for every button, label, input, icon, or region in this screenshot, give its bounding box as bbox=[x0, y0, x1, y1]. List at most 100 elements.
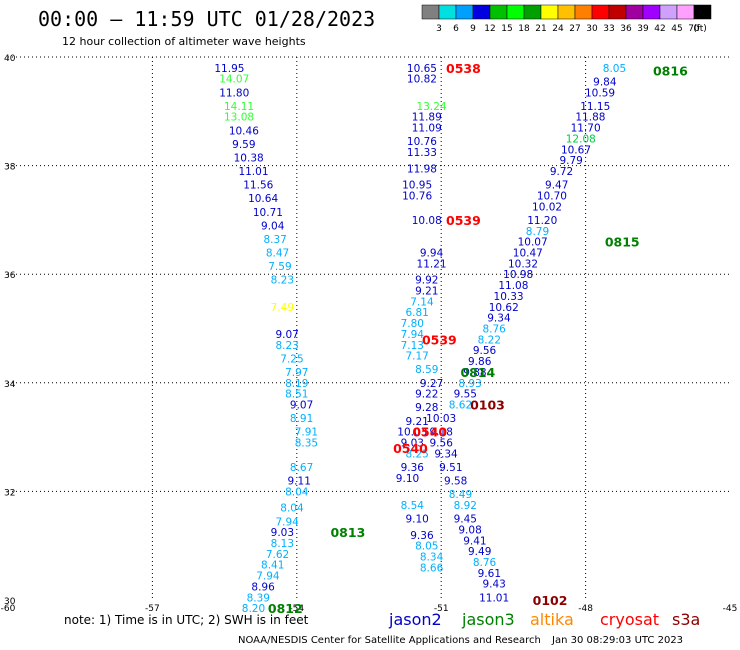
x-tick-label: -45 bbox=[723, 604, 738, 614]
wave-height-label: 11.89 bbox=[412, 112, 442, 124]
wave-height-label: 11.98 bbox=[407, 163, 437, 175]
wave-height-label: 8.35 bbox=[295, 438, 318, 450]
wave-height-label: 12.08 bbox=[566, 133, 596, 145]
wave-height-label: 7.62 bbox=[266, 549, 289, 561]
wave-height-label: 11.09 bbox=[412, 123, 442, 135]
wave-height-label: 10.02 bbox=[532, 201, 562, 213]
y-tick-label: 32 bbox=[4, 488, 15, 498]
y-tick-label: 30 bbox=[4, 597, 16, 607]
wave-height-label: 9.08 bbox=[458, 524, 481, 536]
wave-height-label: 9.84 bbox=[593, 76, 617, 88]
wave-height-label: 8.41 bbox=[261, 560, 284, 572]
wave-height-label: 13.08 bbox=[224, 112, 254, 124]
wave-height-label: 9.47 bbox=[545, 180, 568, 192]
wave-height-label: 11.56 bbox=[243, 180, 273, 192]
colorbar-unit: (ft) bbox=[693, 24, 707, 34]
pass-time-label: 0816 bbox=[653, 64, 688, 79]
colorbar-swatch bbox=[438, 4, 457, 20]
wave-height-label: 9.03 bbox=[271, 527, 294, 539]
wave-height-label: 8.25 bbox=[405, 448, 428, 460]
grid: -60 -57 -54 -51 -48 -45 30 32 34 36 38 40 bbox=[1, 54, 738, 614]
wave-height-label: 10.32 bbox=[508, 258, 538, 270]
wave-height-label: 8.62 bbox=[449, 400, 472, 412]
wave-height-label: 8.05 bbox=[415, 541, 438, 553]
colorbar-label: 33 bbox=[603, 24, 614, 34]
colorbar-label: 27 bbox=[569, 24, 580, 34]
wave-height-label: 11.01 bbox=[238, 166, 268, 178]
x-tick-label: -57 bbox=[145, 604, 160, 614]
wave-height-label: 7.17 bbox=[405, 351, 428, 363]
wave-height-label: 9.59 bbox=[232, 139, 255, 151]
wave-height-label: 7.13 bbox=[401, 340, 424, 352]
wave-height-label: 10.76 bbox=[407, 136, 437, 148]
colorbar-swatch bbox=[523, 4, 542, 20]
wave-height-label: 9.34 bbox=[434, 448, 458, 460]
wave-height-label: 8.54 bbox=[401, 500, 425, 512]
wave-height-label: 9.92 bbox=[415, 275, 438, 287]
wave-height-label: 8.66 bbox=[420, 562, 444, 574]
wave-height-label: 8.22 bbox=[478, 334, 501, 346]
colorbar-swatch bbox=[676, 4, 695, 20]
wave-height-label: 8.92 bbox=[454, 500, 477, 512]
wave-height-label: 9.88 bbox=[463, 367, 486, 379]
wave-height-label: 10.08 bbox=[412, 215, 442, 227]
colorbar-swatch bbox=[455, 4, 474, 20]
colorbar-label: 39 bbox=[637, 24, 649, 34]
wave-height-label: 7.49 bbox=[271, 302, 294, 314]
wave-height-label: 9.18 bbox=[430, 427, 453, 439]
wave-height-label: 8.05 bbox=[603, 63, 626, 75]
wave-height-label: 9.04 bbox=[261, 220, 285, 232]
wave-height-label: 9.61 bbox=[478, 568, 501, 580]
wave-height-label: 9.56 bbox=[430, 438, 454, 450]
satellite-legend-item: altika bbox=[530, 610, 574, 629]
wave-height-label: 8.93 bbox=[458, 378, 481, 390]
colorbar-swatch bbox=[472, 4, 491, 20]
wave-height-label: 9.36 bbox=[401, 462, 425, 474]
wave-height-label: 10.47 bbox=[513, 247, 543, 259]
wave-height-label: 9.51 bbox=[439, 462, 462, 474]
colorbar-label: 24 bbox=[552, 24, 564, 34]
wave-height-label: 9.43 bbox=[482, 579, 505, 591]
wave-height-label: 9.86 bbox=[468, 356, 492, 368]
wave-height-label: 8.23 bbox=[271, 275, 294, 287]
wave-height-label: 9.79 bbox=[559, 155, 582, 167]
colorbar-label: 6 bbox=[453, 24, 459, 34]
wave-height-label: 8.79 bbox=[526, 226, 549, 238]
colorbar-swatch bbox=[659, 4, 678, 20]
wave-height-label: 8.47 bbox=[266, 247, 289, 259]
wave-height-label: 14.11 bbox=[224, 101, 254, 113]
wave-height-label: 8.76 bbox=[473, 557, 497, 569]
satellite-legend-item: jason2 bbox=[388, 610, 442, 629]
satellite-legend: jason2 jason3 altika cryosat s3a bbox=[388, 610, 700, 629]
y-tick-label: 40 bbox=[4, 54, 16, 64]
x-tick-label: -60 bbox=[1, 604, 16, 614]
satellite-legend-item: s3a bbox=[672, 610, 700, 629]
wave-height-label: 8.34 bbox=[420, 552, 444, 564]
colorbar-label: 36 bbox=[620, 24, 632, 34]
colorbar-swatch bbox=[693, 4, 712, 20]
wave-height-label: 9.21 bbox=[415, 285, 438, 297]
wave-height-label: 10.71 bbox=[253, 207, 283, 219]
wave-height-label: 10.98 bbox=[503, 269, 533, 281]
wave-height-label: 10.82 bbox=[407, 74, 437, 86]
footer-note: note: 1) Time is in UTC; 2) SWH is in fe… bbox=[64, 613, 309, 627]
colorbar-label: 18 bbox=[518, 24, 530, 34]
wave-height-label: 10.38 bbox=[234, 152, 264, 164]
colorbar-swatch bbox=[574, 4, 593, 20]
wave-height-label: 9.41 bbox=[463, 535, 486, 547]
wave-height-label: 10.76 bbox=[402, 190, 432, 202]
wave-height-label: 9.07 bbox=[290, 400, 313, 412]
pass-time-label: 0814 bbox=[460, 365, 495, 380]
wave-height-label: 9.34 bbox=[487, 313, 511, 325]
wave-height-label: 8.96 bbox=[251, 581, 275, 593]
wave-height-label: 7.94 bbox=[256, 571, 280, 583]
wave-height-label: 8.37 bbox=[263, 234, 286, 246]
wave-height-label: 8.67 bbox=[290, 462, 313, 474]
wave-height-label: 11.01 bbox=[479, 592, 509, 604]
wave-height-label: 13.24 bbox=[417, 101, 447, 113]
wave-height-label: 10.65 bbox=[407, 63, 437, 75]
wave-height-label: 10.07 bbox=[518, 237, 548, 249]
colorbar-swatch bbox=[608, 4, 627, 20]
